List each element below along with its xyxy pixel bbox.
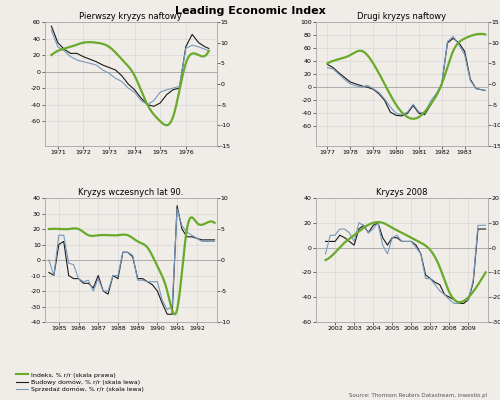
Title: Kryzys wczesnych lat 90.: Kryzys wczesnych lat 90.	[78, 188, 184, 196]
Title: Pierwszy kryzys naftowy: Pierwszy kryzys naftowy	[80, 12, 182, 20]
Title: Drugi kryzys naftowy: Drugi kryzys naftowy	[357, 12, 446, 20]
Legend: Indeks, % r/r (skala prawa), Budowy domów, % r/r (skala lewa), Sprzedaż domów, %: Indeks, % r/r (skala prawa), Budowy domó…	[13, 370, 146, 395]
Text: Leading Economic Index: Leading Economic Index	[174, 6, 326, 16]
Text: Source: Thomson Reuters Datastream, inwestio.pl: Source: Thomson Reuters Datastream, inwe…	[350, 393, 488, 398]
Title: Kryzys 2008: Kryzys 2008	[376, 188, 428, 196]
